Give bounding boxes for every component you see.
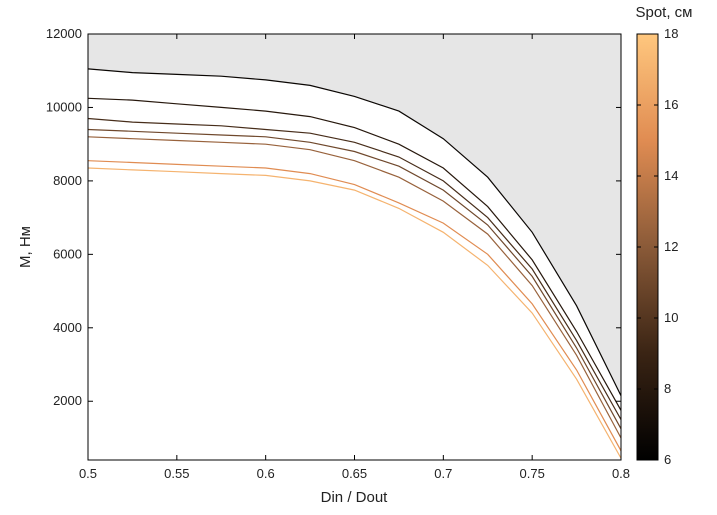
infeasible-region: [88, 34, 621, 396]
series-line-4: [88, 128, 621, 430]
x-tick-label: 0.55: [164, 466, 189, 481]
y-axis: 2000 4000 6000 8000 10000 12000: [46, 26, 621, 408]
colorbar-ticks: 6 8 10 12 14 16 18: [637, 26, 678, 467]
series-line-2: [88, 97, 621, 411]
x-tick-label: 0.65: [342, 466, 367, 481]
y-tick-label: 10000: [46, 99, 82, 114]
y-axis-label: M, Нм: [17, 226, 34, 268]
x-tick-label: 0.6: [257, 466, 275, 481]
x-tick-label: 0.8: [612, 466, 630, 481]
series-line-1: [88, 68, 621, 396]
y-tick-label: 6000: [53, 246, 82, 261]
series-line-7: [88, 167, 621, 459]
colorbar-title: Spot, см: [635, 4, 692, 21]
colorbar-tick-label: 14: [664, 168, 678, 183]
colorbar-tick-label: 12: [664, 239, 678, 254]
series-line-6: [88, 160, 621, 452]
x-tick-label: 0.75: [520, 466, 545, 481]
y-tick-label: 8000: [53, 173, 82, 188]
series-line-3: [88, 117, 621, 420]
x-axis: 0.5 0.55 0.6 0.65 0.7 0.75 0.8: [79, 34, 630, 481]
series-layer: [88, 68, 621, 459]
colorbar-tick-label: 6: [664, 452, 671, 467]
colorbar-tick-label: 10: [664, 310, 678, 325]
x-tick-label: 0.5: [79, 466, 97, 481]
x-tick-label: 0.7: [434, 466, 452, 481]
colorbar-tick-label: 16: [664, 97, 678, 112]
y-tick-label: 4000: [53, 320, 82, 335]
x-axis-label: Din / Dout: [321, 489, 389, 506]
colorbar-tick-label: 8: [664, 381, 671, 396]
series-line-5: [88, 136, 621, 439]
y-tick-label: 2000: [53, 393, 82, 408]
colorbar-tick-label: 18: [664, 26, 678, 41]
y-tick-label: 12000: [46, 26, 82, 41]
